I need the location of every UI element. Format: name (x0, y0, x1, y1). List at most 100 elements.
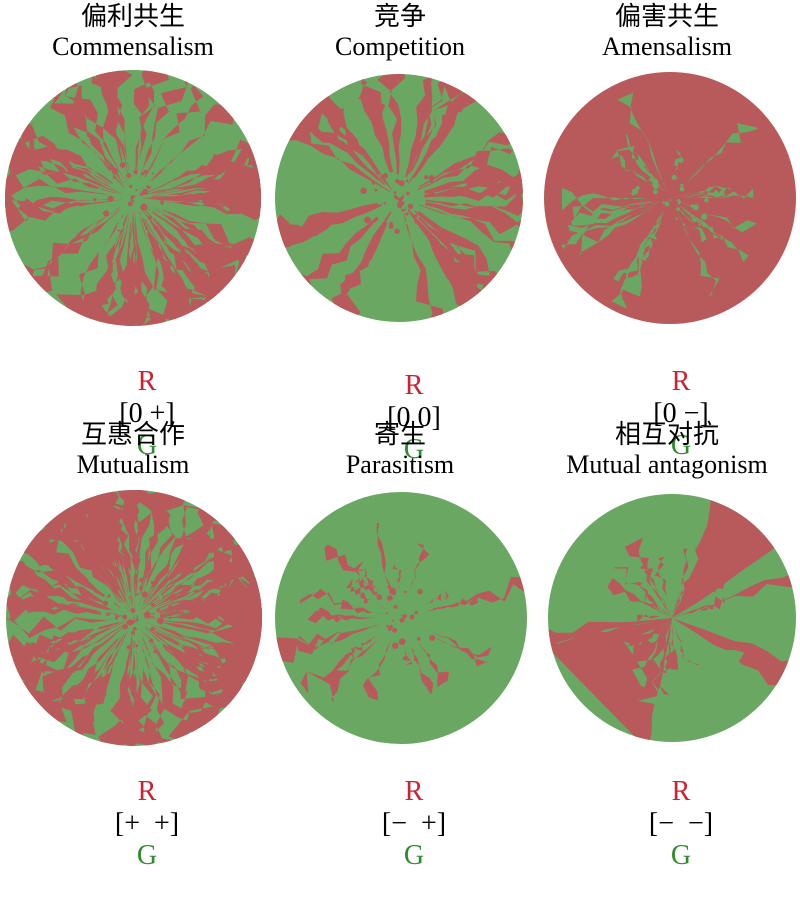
panel-mutual-antagonism: 相互对抗 Mutual antagonism R [− −] G (534, 418, 800, 871)
center-speck (403, 614, 407, 618)
center-speck (135, 184, 139, 188)
strain-streak (617, 618, 672, 684)
center-speck (648, 169, 653, 174)
strain-streak (142, 513, 239, 610)
center-speck (100, 610, 107, 616)
panel-titles: 竞争 Competition (267, 0, 533, 62)
center-speck (680, 183, 684, 187)
strain-streak (156, 196, 261, 221)
strain-g-label: G (670, 430, 692, 461)
strain-streak (414, 210, 505, 283)
strain-streak (313, 84, 389, 186)
strain-streak (362, 635, 394, 701)
strain-streak (340, 599, 386, 615)
center-speck (683, 223, 686, 226)
strain-streak (349, 636, 376, 660)
center-speck (403, 203, 407, 207)
center-speck (393, 592, 397, 596)
strain-streak (299, 589, 369, 610)
center-speck (131, 199, 135, 203)
center-speck (671, 174, 677, 180)
center-speck (391, 200, 396, 205)
strain-streak (7, 623, 126, 705)
strain-streak (625, 210, 663, 286)
strain-streak (402, 644, 413, 666)
interaction-matrix: [+ +] (114, 808, 180, 839)
center-speck (111, 167, 119, 175)
strain-streak (83, 70, 129, 185)
center-speck (409, 626, 413, 631)
center-speck (651, 220, 657, 226)
center-speck (417, 619, 424, 626)
strain-streak (416, 136, 523, 191)
center-speck (152, 172, 155, 175)
center-speck (416, 637, 421, 641)
center-speck (141, 591, 148, 598)
center-speck (107, 195, 114, 203)
center-speck (387, 595, 393, 601)
strain-streak (677, 213, 720, 297)
strain-streak (616, 145, 665, 192)
center-speck (374, 188, 378, 192)
center-speck (396, 202, 403, 208)
center-speck (405, 617, 409, 620)
strain-sector (672, 571, 796, 618)
strain-g-label: G (136, 840, 158, 871)
center-speck (673, 182, 678, 187)
center-speck (398, 219, 405, 226)
center-speck (681, 166, 689, 174)
strain-streak (358, 74, 393, 173)
center-speck (131, 620, 136, 624)
center-speck (409, 194, 413, 198)
strain-streak (424, 597, 479, 613)
strain-streak (571, 201, 652, 226)
center-speck (662, 201, 666, 204)
strain-streak (346, 74, 394, 172)
strain-streak (38, 92, 125, 189)
center-speck (119, 602, 125, 608)
strain-streak (430, 576, 527, 611)
strain-streak (95, 490, 130, 599)
center-speck (149, 638, 154, 643)
center-speck (143, 611, 151, 619)
center-speck (141, 188, 149, 195)
strain-streak (425, 192, 523, 222)
strain-streak (672, 593, 699, 618)
strain-r-label: R (671, 366, 691, 397)
center-speck (659, 191, 665, 197)
strain-streak (275, 203, 383, 249)
center-speck (103, 595, 107, 599)
strain-streak (672, 583, 685, 618)
strain-streak (142, 636, 197, 746)
center-speck (139, 585, 143, 589)
strain-streak (84, 70, 128, 174)
strain-streak (23, 210, 120, 295)
strain-streak (80, 212, 129, 326)
strain-streak (21, 115, 113, 185)
strain-streak (150, 174, 261, 200)
center-speck (393, 191, 397, 195)
center-speck (665, 200, 668, 204)
strain-streak (158, 548, 262, 609)
center-speck (405, 179, 409, 183)
center-speck (383, 626, 389, 632)
panel-titles: 相互对抗 Mutual antagonism (534, 418, 800, 480)
strain-streak (157, 555, 259, 607)
strain-streak (430, 634, 489, 667)
strain-streak (572, 200, 652, 219)
center-speck (392, 206, 400, 214)
center-speck (398, 180, 405, 187)
center-speck (136, 593, 139, 596)
strain-streak (5, 196, 109, 236)
center-speck (414, 610, 418, 615)
interaction-matrix: [0 0] (387, 402, 441, 433)
strain-sectors (275, 74, 523, 322)
strain-streak (672, 618, 739, 675)
center-speck (133, 617, 136, 620)
center-speck (113, 584, 120, 592)
strain-streak (147, 145, 261, 193)
interaction-label: R [0 0] G (267, 338, 533, 498)
center-speck (108, 598, 115, 605)
strain-g-label: G (403, 840, 425, 871)
strain-streak (662, 587, 672, 618)
